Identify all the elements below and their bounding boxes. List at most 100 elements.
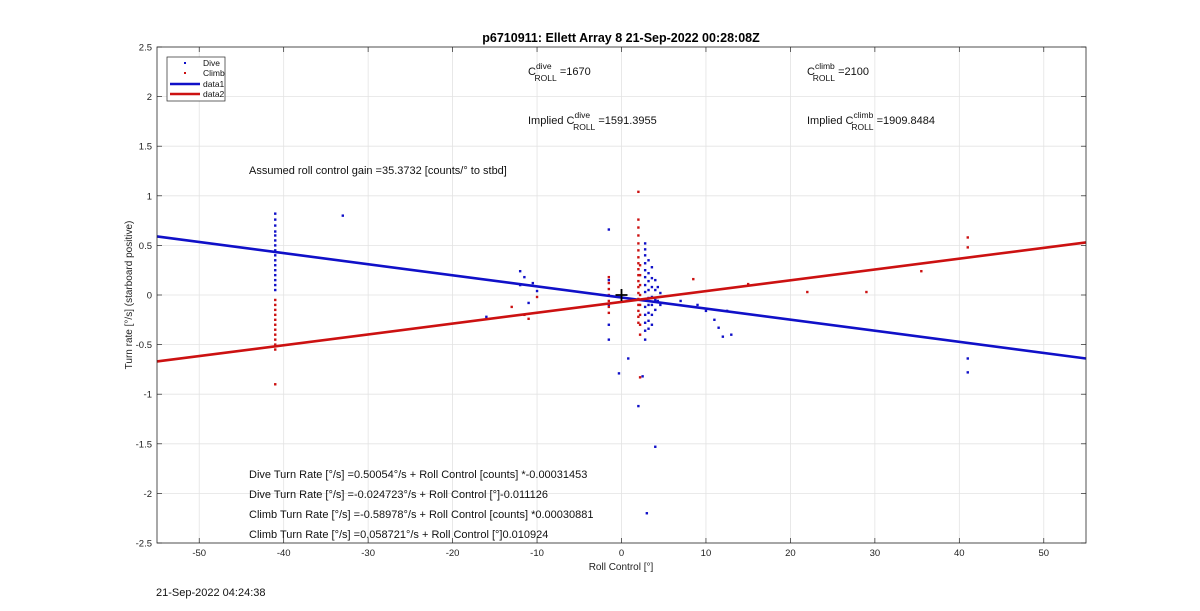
legend-label-data2: data2 — [203, 89, 225, 99]
x-tick-label: -30 — [361, 548, 375, 559]
data-point-dive — [647, 271, 650, 275]
data-point-dive — [643, 275, 647, 279]
origin-plus-marker — [615, 289, 628, 301]
data-point-dive — [656, 285, 660, 289]
data-point-dive — [704, 309, 708, 313]
x-axis-label: Roll Control [°] — [589, 562, 654, 573]
roll-gain-annotation: Assumed roll control gain =35.3732 [coun… — [249, 165, 507, 177]
data-point-climb — [865, 290, 868, 294]
data-point-climb — [637, 315, 640, 319]
y-tick-label: -2.5 — [136, 539, 152, 550]
chart-title: p6710911: Ellett Array 8 21-Sep-2022 00:… — [482, 31, 760, 45]
data-point-dive — [274, 212, 277, 215]
data-point-climb — [274, 303, 277, 307]
data-point-dive — [650, 303, 654, 307]
x-tick-label: -10 — [530, 548, 544, 559]
data-point-climb — [638, 273, 642, 277]
data-point-climb — [637, 234, 640, 237]
data-point-dive — [527, 301, 530, 305]
data-point-climb — [692, 277, 695, 281]
legend-label-data1: data1 — [203, 79, 225, 89]
data-point-dive — [643, 248, 647, 251]
data-point-climb — [637, 273, 640, 277]
data-point-climb — [638, 264, 642, 267]
data-point-climb — [274, 298, 277, 302]
data-point-dive — [654, 298, 657, 302]
data-point-climb — [637, 190, 640, 194]
data-point-climb — [274, 328, 277, 331]
data-point-dive — [643, 290, 647, 294]
x-tick-label: -40 — [277, 548, 291, 559]
y-tick-label: 2.5 — [139, 43, 152, 54]
data-point-climb — [637, 242, 640, 245]
data-point-climb — [638, 323, 642, 326]
data-point-climb — [527, 317, 530, 321]
plot-area — [156, 190, 1087, 515]
data-point-dive — [274, 269, 277, 272]
data-point-dive — [274, 283, 277, 287]
data-point-climb — [274, 333, 277, 336]
plot-frame — [156, 46, 1087, 544]
data-point-dive — [643, 305, 647, 309]
data-point-dive — [274, 278, 277, 282]
data-point-dive — [679, 299, 682, 303]
data-point-dive — [647, 259, 650, 262]
data-point-dive — [274, 224, 277, 227]
data-point-climb — [637, 226, 640, 229]
data-point-dive — [717, 326, 720, 329]
data-point-dive — [650, 313, 654, 317]
data-point-climb — [274, 338, 277, 341]
dive-fit-degrees-equation: Dive Turn Rate [°/s] =-0.024723°/s + Rol… — [249, 489, 548, 501]
data-point-dive — [730, 333, 733, 336]
dive-fit-counts-equation: Dive Turn Rate [°/s] =0.50054°/s + Roll … — [249, 469, 587, 481]
data-point-climb — [274, 323, 277, 326]
data-point-dive — [647, 327, 650, 330]
data-point-climb — [637, 303, 640, 307]
data-point-dive — [274, 259, 277, 262]
x-tick-label: 20 — [785, 548, 796, 559]
data-point-climb — [638, 293, 642, 297]
data-point-dive — [643, 313, 647, 317]
data-point-climb — [637, 285, 640, 289]
legend: Dive Climb data1 data2 — [166, 56, 226, 102]
data-point-dive — [643, 242, 647, 245]
data-point-climb — [607, 305, 611, 309]
data-point-climb — [607, 281, 611, 285]
data-point-dive — [721, 335, 725, 338]
x-tick-label: 30 — [870, 548, 881, 559]
data-point-dive — [607, 323, 611, 326]
data-point-climb — [274, 318, 277, 321]
data-point-dive — [966, 371, 969, 374]
data-point-dive — [627, 357, 630, 360]
x-tick-label: 10 — [701, 548, 712, 559]
data-point-climb — [274, 308, 277, 312]
data-point-climb — [637, 262, 640, 265]
data-point-dive — [650, 276, 654, 280]
footer-timestamp: 21-Sep-2022 04:24:38 — [156, 587, 266, 599]
data-point-climb — [920, 269, 923, 273]
data-point-climb — [637, 249, 640, 252]
data-point-dive — [659, 303, 662, 307]
data-point-dive — [274, 254, 277, 257]
data-point-climb — [607, 275, 611, 279]
data-point-climb — [274, 383, 277, 386]
data-point-climb — [607, 311, 611, 315]
data-point-dive — [485, 315, 488, 319]
data-point-dive — [647, 319, 650, 322]
data-point-dive — [659, 291, 662, 295]
x-tick-label: -20 — [446, 548, 460, 559]
data-point-dive — [645, 512, 649, 515]
data-point-climb — [607, 299, 611, 303]
data-point-dive — [274, 264, 277, 267]
y-tick-label: -1.5 — [136, 439, 152, 450]
data-point-climb — [638, 376, 642, 379]
data-point-climb — [535, 295, 539, 299]
data-point-dive — [643, 283, 647, 287]
axis-ticks: -50 -40 -30 -20 -10 0 10 20 30 40 50-2.5-2-1.5-1-0… — [136, 43, 1086, 559]
data-point-dive — [341, 214, 344, 217]
y-axis-label: Turn rate [°/s] (starboard positive) — [124, 221, 135, 370]
data-point-climb — [637, 309, 640, 313]
data-point-climb — [274, 348, 277, 351]
x-tick-label: 50 — [1038, 548, 1049, 559]
